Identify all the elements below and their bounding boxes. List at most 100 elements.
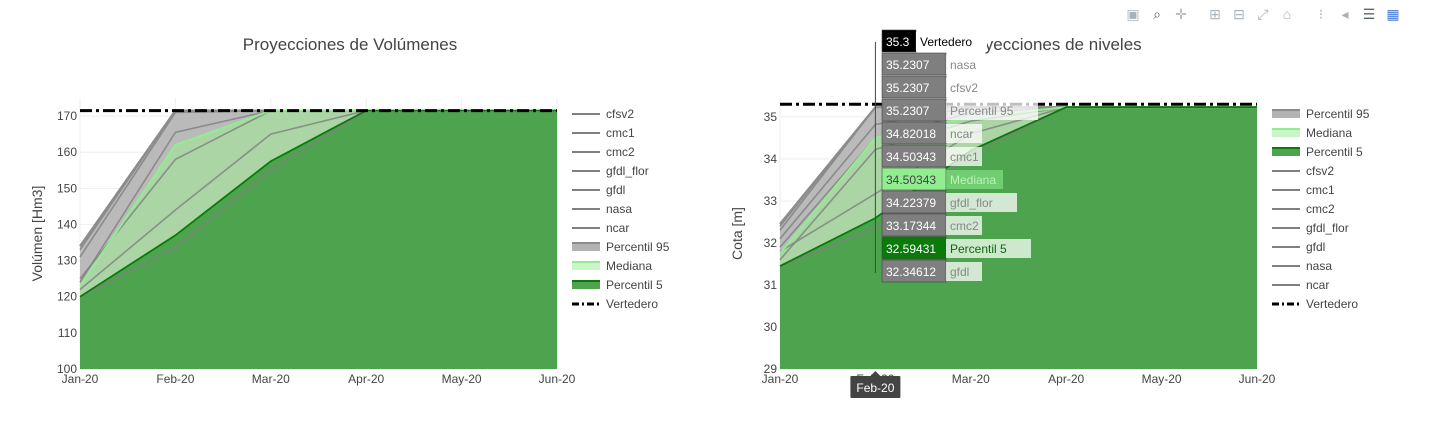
x-tick-label: May-20 <box>1142 372 1182 386</box>
hover-name-box <box>916 32 987 51</box>
zoom-out-icon[interactable]: ⊟ <box>1233 5 1245 22</box>
y-tick-label: 30 <box>764 320 778 334</box>
x-tick-label: Jun-20 <box>1239 372 1276 386</box>
hover-x-box <box>850 376 901 398</box>
legend-item-gfdl-flor[interactable]: gfdl_flor <box>1272 221 1349 235</box>
legend-item-nasa[interactable]: nasa <box>1272 259 1332 273</box>
legend-item-nasa[interactable]: nasa <box>572 202 632 216</box>
hover-value: 33.17344 <box>886 219 936 233</box>
y-tick-label: 150 <box>57 181 77 195</box>
hover-name-box <box>946 78 989 97</box>
zoom-in-icon[interactable]: ⊞ <box>1209 5 1221 22</box>
legend-label: cmc1 <box>606 126 635 140</box>
y-tick-label: 31 <box>764 278 778 292</box>
legend-item-vertedero[interactable]: Vertedero <box>1272 297 1358 311</box>
legend-item-mediana[interactable]: Mediana <box>1272 126 1352 140</box>
legend-item-cmc2[interactable]: cmc2 <box>572 145 635 159</box>
chart-panel-2: 29303132333435Jan-20Feb-20Mar-20Apr-20Ma… <box>729 35 1370 386</box>
hover-name: cfsv2 <box>950 81 978 95</box>
hover-name: Mediana <box>950 173 996 187</box>
y-tick-label: 29 <box>764 362 778 376</box>
hover-name: nasa <box>950 58 976 72</box>
legend-item-percentil-5[interactable]: Percentil 5 <box>572 278 663 292</box>
hover-value: 34.50343 <box>886 173 936 187</box>
legend-swatch <box>1272 110 1300 118</box>
hover-item: 35.2307 Percentil 95 <box>881 98 1038 122</box>
legend-item-ncar[interactable]: ncar <box>572 221 629 235</box>
percentil-5-area <box>80 110 557 369</box>
hover-name-box <box>946 147 982 166</box>
mediana-band-area <box>80 110 557 297</box>
legend-item-vertedero[interactable]: Vertedero <box>572 297 658 311</box>
modebar: ▣ ⌕ ✛ ⊞ ⊟ ⤢ ⌂ ⁝ ◂ ☰ ▦ <box>1123 4 1403 24</box>
chart-panel-1: 100 110 120 130 140 150 160 170 Jan-20 Feb-20 Mar-… <box>29 35 670 386</box>
hover-name-box <box>946 124 982 143</box>
hover-item: 32.34612 gfdl <box>881 259 982 283</box>
legend-label: cmc1 <box>1306 183 1335 197</box>
hover-name: gfdl <box>950 265 969 279</box>
hover-compare-icon[interactable]: ☰ <box>1362 5 1376 22</box>
hover-value: 35.3 <box>886 35 910 49</box>
percentil-5-area <box>780 107 1257 369</box>
legend-swatch <box>572 281 600 289</box>
legend-item-gfdl-flor[interactable]: gfdl_flor <box>572 164 649 178</box>
hover-closest-icon[interactable]: ◂ <box>1341 5 1349 22</box>
series-line-percentil-5 <box>779 106 1257 267</box>
legend-item-percentil-5[interactable]: Percentil 5 <box>1272 145 1363 159</box>
legend-label: nasa <box>606 202 632 216</box>
legend-label: gfdl_flor <box>606 164 649 178</box>
legend-item-cfsv2[interactable]: cfsv2 <box>1272 164 1334 178</box>
hover-name: cmc1 <box>950 150 979 164</box>
legend-item-ncar[interactable]: ncar <box>1272 278 1329 292</box>
x-tick-label: May-20 <box>442 372 482 386</box>
y-tick-label: 170 <box>57 109 77 123</box>
x-tick-label: Apr-20 <box>1048 372 1084 386</box>
x-tick-label: Mar-20 <box>252 372 290 386</box>
legend-label: Mediana <box>606 259 652 273</box>
legend-item-cmc1[interactable]: cmc1 <box>572 126 635 140</box>
legend-item-percentil-95[interactable]: Percentil 95 <box>1272 107 1370 121</box>
legend-item-cmc1[interactable]: cmc1 <box>1272 183 1335 197</box>
y-axis-label: Cota [m] <box>729 207 745 260</box>
y-tick-label: 33 <box>764 194 778 208</box>
legend-swatch <box>572 243 600 251</box>
spike-lines-icon[interactable]: ⁝ <box>1318 5 1324 22</box>
hover-item: 34.82018 ncar <box>881 121 982 145</box>
hover-name-box <box>946 170 1003 189</box>
hover-item: 34.22379 gfdl_flor <box>881 190 1017 214</box>
plotly-logo-icon[interactable]: ▦ <box>1386 5 1400 22</box>
hover-item: 35.2307 nasa <box>881 52 982 76</box>
hover-tooltip: 35.3 Vertedero 35.2307 nasa 35.2307 cfsv235.2… <box>850 29 1038 398</box>
pan-icon[interactable]: ✛ <box>1175 5 1187 22</box>
legend-label: cmc2 <box>1306 202 1335 216</box>
autoscale-icon[interactable]: ⤢ <box>1257 5 1269 22</box>
hover-name: Percentil 95 <box>950 104 1014 118</box>
hover-name: ncar <box>950 127 973 141</box>
hover-x-label: Feb-20 <box>856 381 894 395</box>
x-tick-label: Feb-20 <box>156 372 194 386</box>
camera-icon[interactable]: ▣ <box>1126 5 1140 22</box>
reset-axes-icon[interactable]: ⌂ <box>1282 6 1292 22</box>
hover-name: cmc2 <box>950 219 979 233</box>
legend-label: cfsv2 <box>606 107 634 121</box>
y-tick-label: 110 <box>58 326 77 340</box>
hover-item: 34.50343 cmc1 <box>881 144 982 168</box>
legend-item-percentil-95[interactable]: Percentil 95 <box>572 240 670 254</box>
legend-item-cfsv2[interactable]: cfsv2 <box>572 107 634 121</box>
legend-item-gfdl[interactable]: gfdl <box>1272 240 1325 254</box>
hover-item: 35.2307 cfsv2 <box>881 75 989 99</box>
legend-item-gfdl[interactable]: gfdl <box>572 183 625 197</box>
hover-value: 34.50343 <box>886 150 936 164</box>
legend-swatch <box>572 262 600 270</box>
y-tick-label: 100 <box>57 362 77 376</box>
legend-label: Percentil 5 <box>606 278 663 292</box>
legend-swatch <box>1272 148 1300 156</box>
y-axis-label: Volúmen [Hm3] <box>29 186 45 282</box>
legend-item-mediana[interactable]: Mediana <box>572 259 652 273</box>
hover-item: 35.3 Vertedero <box>881 29 987 53</box>
legend-label: gfdl_flor <box>1306 221 1349 235</box>
hover-value: 35.2307 <box>886 58 930 72</box>
zoom-icon[interactable]: ⌕ <box>1153 5 1161 22</box>
legend-item-cmc2[interactable]: cmc2 <box>1272 202 1335 216</box>
